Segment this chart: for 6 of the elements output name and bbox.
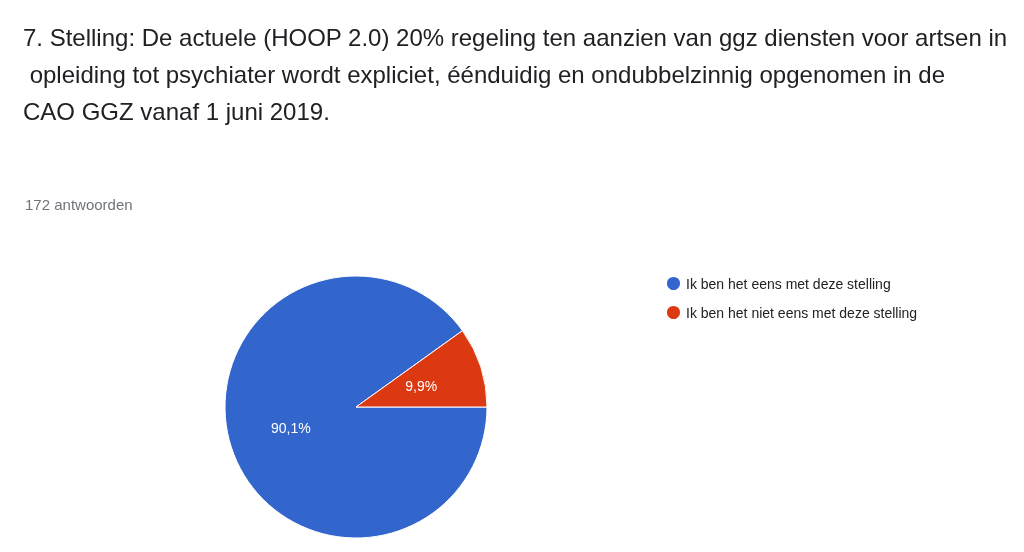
legend-label: Ik ben het eens met deze stelling (686, 275, 891, 292)
data-label: 9,9% (405, 378, 438, 395)
text: 172 antwoorden (25, 196, 133, 213)
chart-title: 7. Stelling: De actuele (HOOP 2.0) 20% regeling ten aanzien van ggz diensten voor artsen in opleiding tot psychiater wordt expliciet, éénduidig en ondubbelzinnig opgenomen in de CAO GGZ vanaf 1 juni 2019. (23, 24, 1008, 125)
data-label: 90,1% (270, 419, 311, 436)
legend-label: Ik ben het niet eens met deze stelling (686, 304, 918, 321)
